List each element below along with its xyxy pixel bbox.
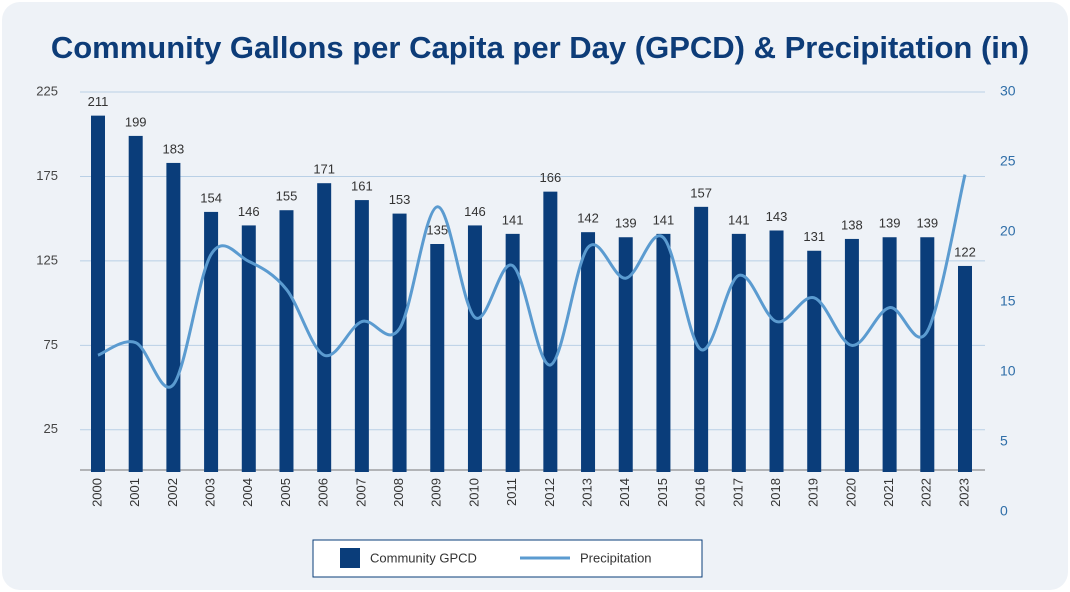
x-tick-label: 2007 (353, 478, 368, 507)
x-tick-label: 2010 (466, 478, 481, 507)
x-tick-label: 2003 (203, 478, 218, 507)
line (97, 174, 967, 389)
x-tick-label: 2001 (127, 478, 142, 507)
y2-tick-label: 20 (1000, 223, 1016, 239)
x-tick-label: 2006 (316, 478, 331, 507)
y2-tick-label: 10 (1000, 363, 1016, 379)
data-label: 166 (539, 170, 561, 185)
x-tick-label: 2009 (429, 478, 444, 507)
bar (430, 244, 445, 472)
data-label: 141 (502, 212, 524, 227)
legend-swatch (340, 548, 360, 568)
data-label: 155 (276, 189, 298, 204)
data-label: 146 (464, 204, 486, 219)
bar (958, 265, 972, 472)
data-label: 138 (841, 217, 863, 232)
data-label: 161 (351, 179, 373, 194)
data-label: 135 (426, 222, 448, 237)
data-label: 154 (200, 190, 222, 205)
data-label: 153 (389, 192, 411, 207)
bar (241, 225, 256, 472)
data-label: 139 (879, 216, 901, 231)
legend-label: Precipitation (580, 550, 652, 565)
data-label: 146 (238, 204, 260, 219)
x-tick-label: 2000 (89, 478, 104, 507)
x-tick-label: 2019 (806, 478, 821, 507)
bar (128, 135, 143, 472)
legend-label: Community GPCD (370, 550, 477, 565)
bar (204, 211, 219, 472)
bar (581, 232, 596, 472)
bar (317, 183, 332, 472)
y2-tick-label: 30 (1000, 83, 1016, 99)
bar (279, 210, 294, 472)
bar (392, 213, 407, 472)
data-label: 139 (916, 216, 938, 231)
data-label: 199 (125, 114, 147, 129)
y-tick-label: 225 (36, 83, 58, 98)
y-tick-label: 125 (36, 252, 58, 267)
bar (543, 191, 558, 472)
x-tick-label: 2022 (919, 478, 934, 507)
bar (354, 200, 369, 473)
bar (505, 233, 520, 472)
bar (166, 162, 181, 472)
x-tick-label: 2017 (730, 478, 745, 507)
y-tick-label: 25 (44, 421, 58, 436)
y2-tick-label: 5 (1000, 433, 1008, 449)
x-tick-label: 2008 (391, 478, 406, 507)
data-label: 157 (690, 185, 712, 200)
x-tick-label: 2018 (768, 478, 783, 507)
x-tick-label: 2015 (655, 478, 670, 507)
x-tick-label: 2016 (693, 478, 708, 507)
data-label: 139 (615, 216, 637, 231)
legend (312, 539, 703, 578)
x-tick-label: 2020 (843, 478, 858, 507)
bar (91, 115, 105, 473)
data-label: 143 (766, 209, 788, 224)
bar (882, 237, 897, 472)
x-tick-label: 2014 (617, 478, 632, 507)
bar (769, 230, 784, 472)
bar (467, 225, 482, 472)
data-label: 141 (653, 212, 675, 227)
x-tick-label: 2011 (504, 478, 519, 506)
y2-tick-label: 25 (1000, 153, 1016, 169)
data-label: 142 (577, 211, 599, 226)
x-tick-label: 2002 (165, 478, 180, 507)
bar (618, 237, 633, 472)
x-tick-label: 2013 (579, 478, 594, 507)
y-tick-label: 175 (36, 168, 58, 183)
data-label: 171 (313, 162, 335, 177)
y-tick-label: 75 (44, 337, 58, 352)
bar (807, 250, 822, 472)
data-label: 141 (728, 212, 750, 227)
data-label: 122 (954, 244, 976, 259)
x-tick-label: 2012 (542, 478, 557, 507)
x-tick-label: 2021 (881, 478, 896, 507)
bar (844, 238, 859, 472)
y2-tick-label: 15 (1000, 293, 1016, 309)
x-tick-label: 2023 (956, 478, 971, 507)
x-tick-label: 2005 (278, 478, 293, 507)
x-tick-label: 2004 (240, 478, 255, 507)
data-label: 183 (163, 141, 185, 156)
data-label: 211 (88, 94, 109, 109)
bar (656, 233, 671, 472)
bar (694, 206, 709, 472)
chart-title: Community Gallons per Capita per Day (GP… (51, 30, 1029, 65)
data-label: 131 (803, 229, 825, 244)
bar (731, 233, 746, 472)
bar (920, 237, 935, 472)
y2-tick-label: 0 (1000, 503, 1008, 519)
